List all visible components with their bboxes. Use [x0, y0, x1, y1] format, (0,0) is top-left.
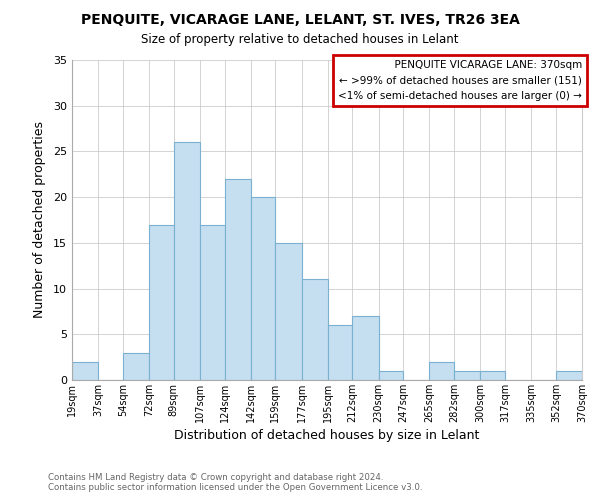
Bar — [174, 142, 200, 380]
Text: PENQUITE, VICARAGE LANE, LELANT, ST. IVES, TR26 3EA: PENQUITE, VICARAGE LANE, LELANT, ST. IVE… — [80, 12, 520, 26]
Bar — [224, 179, 251, 380]
Bar — [275, 243, 302, 380]
Bar — [251, 197, 275, 380]
Bar — [200, 224, 224, 380]
Text: Contains HM Land Registry data © Crown copyright and database right 2024.
Contai: Contains HM Land Registry data © Crown c… — [48, 473, 422, 492]
Bar — [454, 371, 480, 380]
Bar — [480, 371, 505, 380]
Bar — [72, 362, 98, 380]
Bar — [430, 362, 454, 380]
Y-axis label: Number of detached properties: Number of detached properties — [33, 122, 46, 318]
Bar — [302, 280, 328, 380]
X-axis label: Distribution of detached houses by size in Lelant: Distribution of detached houses by size … — [175, 429, 479, 442]
Bar — [328, 325, 352, 380]
Bar — [149, 224, 174, 380]
Text: Size of property relative to detached houses in Lelant: Size of property relative to detached ho… — [141, 32, 459, 46]
Bar — [379, 371, 403, 380]
Text: PENQUITE VICARAGE LANE: 370sqm
← >99% of detached houses are smaller (151)
<1% o: PENQUITE VICARAGE LANE: 370sqm ← >99% of… — [338, 60, 582, 101]
Bar — [352, 316, 379, 380]
Bar — [556, 371, 582, 380]
Bar — [123, 352, 149, 380]
